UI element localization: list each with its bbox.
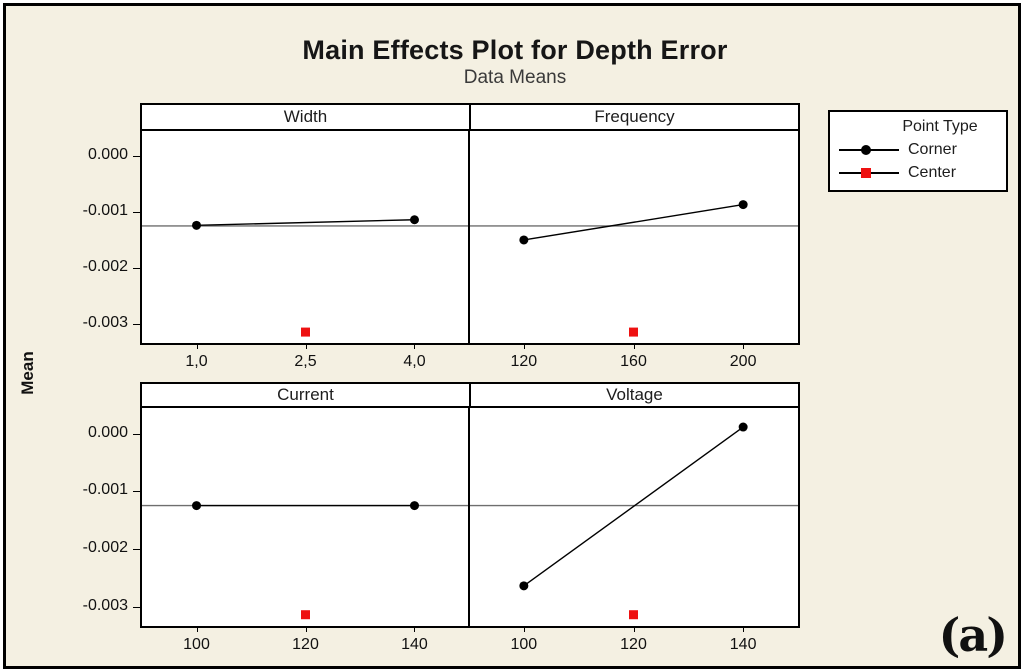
y-tick-label: 0.000 — [87, 145, 128, 163]
y-tick-label: -0.001 — [82, 481, 128, 499]
x-tick-label: 1,0 — [185, 353, 208, 370]
y-tick-mark — [133, 433, 140, 435]
y-tick-label: 0.000 — [87, 423, 128, 441]
chart-subtitle: Data Means — [463, 67, 567, 88]
x-tick-mark — [305, 343, 307, 349]
x-tick-mark — [305, 626, 307, 632]
chart-title: Main Effects Plot for Depth Error — [302, 35, 728, 65]
panel-row: Current Voltage — [140, 382, 800, 628]
x-tick-label: 160 — [620, 353, 647, 370]
legend-item-corner: Corner — [830, 138, 1006, 161]
y-tick-mark — [133, 212, 140, 214]
center-data-point — [629, 610, 638, 620]
x-tick-label: 100 — [183, 636, 210, 653]
y-tick-mark — [133, 549, 140, 551]
x-tick-label: 120 — [620, 636, 647, 653]
x-tick-mark — [633, 343, 635, 349]
x-tick-label: 2,5 — [294, 353, 317, 370]
corner-data-point — [192, 501, 202, 511]
center-data-point — [629, 327, 638, 337]
panel-header-band: Current Voltage — [142, 384, 798, 408]
x-tick-label: 100 — [510, 636, 538, 653]
x-tick-mark — [196, 343, 198, 349]
y-tick-label: -0.001 — [82, 202, 128, 220]
x-tick-label: 4,0 — [403, 353, 426, 370]
figure-frame: Main Effects Plot for Depth Error Data M… — [3, 3, 1021, 669]
y-tick-mark — [133, 155, 140, 157]
y-tick-label: -0.003 — [82, 596, 128, 614]
corner-series-line — [523, 426, 744, 587]
y-tick-mark — [133, 491, 140, 493]
corner-data-point — [519, 581, 529, 591]
y-tick-label: -0.002 — [82, 258, 128, 276]
x-tick-label: 140 — [729, 636, 757, 653]
corner-data-point — [409, 501, 419, 511]
panel-row: Width Frequency — [140, 103, 800, 345]
x-tick-label: 120 — [292, 636, 319, 653]
corner-marker-icon — [839, 144, 899, 155]
panel-header-band: Width Frequency — [142, 105, 798, 131]
panel-title-voltage: Voltage — [606, 385, 663, 404]
x-tick-mark — [196, 626, 198, 632]
x-tick-mark — [523, 343, 525, 349]
center-marker-icon — [839, 167, 899, 178]
corner-series-line — [523, 203, 744, 241]
corner-data-point — [738, 200, 748, 210]
corner-data-point — [738, 422, 748, 432]
y-tick-mark — [133, 606, 140, 608]
x-tick-mark — [633, 626, 635, 632]
x-tick-mark — [743, 343, 745, 349]
center-data-point — [301, 327, 310, 337]
x-tick-mark — [523, 626, 525, 632]
corner-series-line — [196, 219, 415, 227]
y-tick-mark — [133, 324, 140, 326]
center-data-point — [301, 610, 310, 620]
y-tick-label: -0.003 — [82, 314, 128, 332]
plot-area — [142, 408, 798, 628]
corner-data-point — [409, 215, 419, 225]
x-tick-mark — [414, 343, 416, 349]
panel-title-width: Width — [142, 105, 471, 129]
x-tick-mark — [414, 626, 416, 632]
x-tick-label: 120 — [510, 353, 538, 370]
y-tick-mark — [133, 268, 140, 270]
legend-item-center: Center — [830, 161, 1006, 184]
panel-title-frequency: Frequency — [594, 107, 675, 126]
plot-area — [142, 131, 798, 345]
legend-label-corner: Corner — [908, 140, 957, 158]
corner-data-point — [192, 220, 202, 230]
legend-label-center: Center — [908, 163, 957, 181]
x-tick-label: 140 — [401, 636, 428, 653]
figure-label: (a) — [938, 608, 1008, 662]
legend-title: Point Type — [902, 118, 978, 135]
x-tick-mark — [743, 626, 745, 632]
y-axis-title: Mean — [18, 351, 37, 395]
legend: Point Type Corner Center — [828, 110, 1008, 192]
y-tick-label: -0.002 — [82, 539, 128, 557]
panel-title-current: Current — [142, 384, 471, 406]
corner-data-point — [519, 235, 529, 245]
x-tick-label: 200 — [729, 353, 757, 370]
